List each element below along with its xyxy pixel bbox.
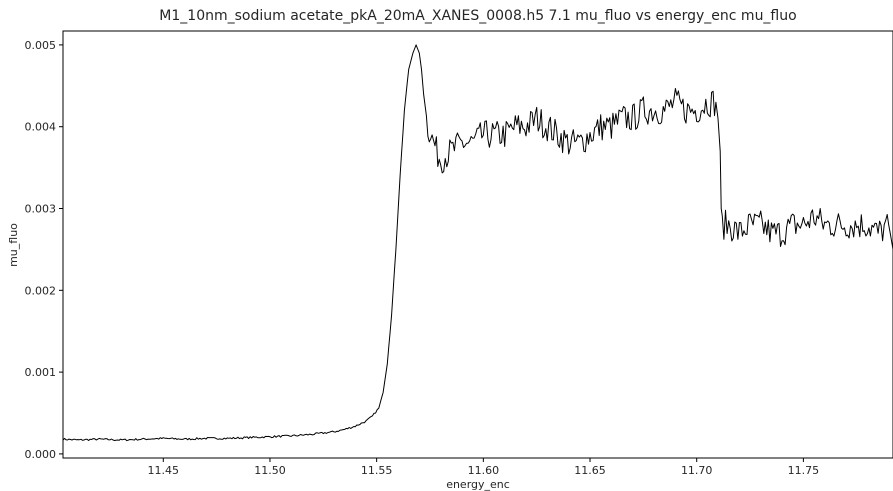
x-tick-label: 11.70 (681, 464, 713, 477)
y-tick-label: 0.001 (25, 366, 57, 379)
chart-title: M1_10nm_sodium acetate_pkA_20mA_XANES_00… (159, 8, 796, 24)
x-tick-label: 11.65 (574, 464, 606, 477)
data-line (62, 44, 893, 442)
plot-frame (62, 30, 893, 459)
y-tick-label: 0.000 (25, 448, 57, 461)
x-axis: 11.45 11.50 11.55 11.60 11.65 11.70 11.75 (148, 458, 820, 477)
y-tick-label: 0.005 (25, 39, 57, 52)
y-axis-label: mu_fluo (7, 223, 20, 267)
x-tick-label: 11.60 (468, 464, 500, 477)
y-tick-label: 0.004 (25, 121, 57, 134)
plot-area (62, 30, 893, 459)
y-tick-label: 0.002 (25, 284, 57, 297)
x-tick-label: 11.45 (148, 464, 180, 477)
x-tick-label: 11.55 (361, 464, 393, 477)
x-tick-label: 11.50 (254, 464, 286, 477)
y-tick-label: 0.003 (25, 203, 57, 216)
y-axis: 0.000 0.001 0.002 0.003 0.004 0.005 (25, 39, 63, 461)
x-axis-label: energy_enc (446, 478, 510, 491)
x-tick-label: 11.75 (788, 464, 820, 477)
